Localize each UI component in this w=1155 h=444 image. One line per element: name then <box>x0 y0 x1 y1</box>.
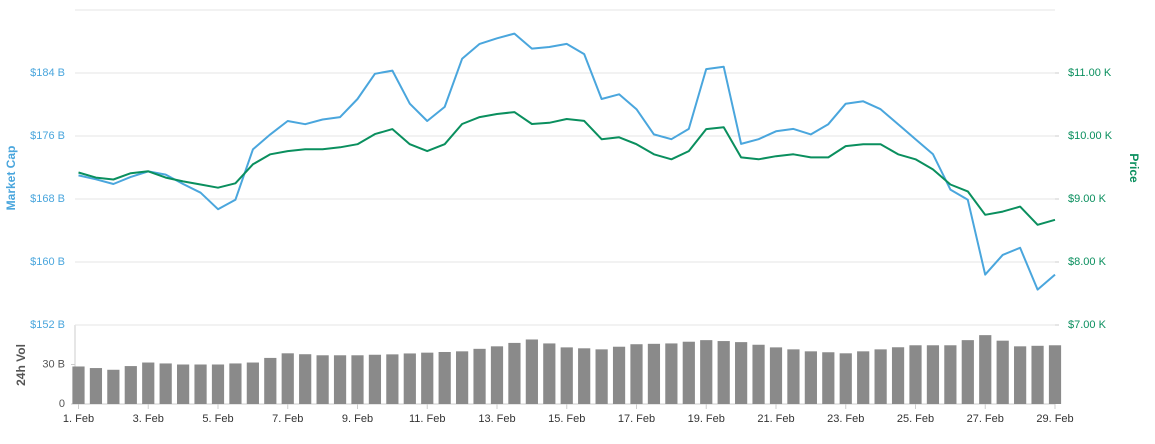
volume-bar <box>194 364 207 404</box>
volume-bar <box>124 366 137 404</box>
volume-bar <box>473 348 486 404</box>
volume-bar <box>333 355 347 404</box>
volume-bar <box>490 346 504 404</box>
volume-bar <box>822 352 835 404</box>
x-tick-label: 15. Feb <box>548 413 585 425</box>
volume-bar <box>107 369 120 404</box>
x-tick-label: 5. Feb <box>202 413 233 425</box>
volume-bar <box>1048 345 1062 404</box>
volume-bar <box>804 351 817 404</box>
volume-bar <box>72 366 85 404</box>
y-tick-label: $184 B <box>30 67 65 79</box>
volume-bar <box>264 357 277 404</box>
volume-bar <box>525 339 538 404</box>
volume-bar <box>961 340 974 404</box>
volume-bar <box>368 354 382 404</box>
volume-bar <box>769 347 783 404</box>
volume-bar <box>246 362 259 404</box>
x-tick-label: 21. Feb <box>757 413 794 425</box>
x-tick-label: 9. Feb <box>342 413 373 425</box>
y-tick-label: $152 B <box>30 319 65 331</box>
x-tick-label: 7. Feb <box>272 413 303 425</box>
volume-bar <box>647 343 661 404</box>
volume-bar <box>1014 346 1027 404</box>
volume-bar <box>874 349 887 404</box>
volume-bar <box>421 352 434 404</box>
volume-bar <box>229 363 242 404</box>
volume-bar <box>456 351 469 404</box>
volume-bar <box>177 364 190 404</box>
y-tick-label: 30 B <box>42 358 65 370</box>
volume-bar <box>351 355 364 404</box>
x-tick-label: 11. Feb <box>409 413 446 425</box>
volume-bar <box>857 351 870 404</box>
volume-bar <box>665 343 678 404</box>
y-tick-label: $176 B <box>30 130 65 142</box>
y2-tick-label: $11.00 K <box>1068 67 1112 79</box>
line-series <box>78 32 1056 291</box>
x-tick-label: 19. Feb <box>688 413 725 425</box>
volume-bar <box>926 345 940 404</box>
y2-tick-label: $7.00 K <box>1068 319 1107 331</box>
volume-bar <box>839 353 852 404</box>
volume-bar <box>403 353 416 404</box>
volume-bar <box>316 355 329 404</box>
y-axis-title: Market Cap <box>4 146 18 211</box>
x-tick-label: 3. Feb <box>133 413 164 425</box>
volume-bar <box>979 335 992 404</box>
volume-bar <box>630 344 643 404</box>
y-tick-label: $168 B <box>30 193 65 205</box>
volume-bar <box>299 354 312 404</box>
volume-bar <box>89 368 103 404</box>
volume-bar <box>752 344 765 404</box>
y-tick-label: $160 B <box>30 256 65 268</box>
volume-bar <box>508 342 521 404</box>
x-tick-label: 25. Feb <box>897 413 934 425</box>
line-series <box>78 111 1056 226</box>
volume-bar <box>700 340 713 404</box>
volume-bar <box>735 342 748 404</box>
volume-bar <box>560 347 573 404</box>
y2-tick-label: $8.00 K <box>1068 256 1107 268</box>
volume-axis-title: 24h Vol <box>14 344 28 386</box>
volume-bar <box>1031 345 1044 404</box>
volume-bar <box>578 348 591 404</box>
volume-bar <box>717 341 730 404</box>
x-tick-label: 29. Feb <box>1036 413 1073 425</box>
volume-bar <box>682 341 695 404</box>
y2-tick-label: $10.00 K <box>1068 130 1113 142</box>
volume-bar <box>944 345 957 404</box>
x-tick-label: 27. Feb <box>967 413 1004 425</box>
volume-bar <box>142 362 155 404</box>
volume-bar <box>909 345 922 404</box>
volume-bar <box>159 363 172 404</box>
volume-bar <box>612 346 626 404</box>
volume-bar <box>438 351 451 404</box>
x-tick-label: 13. Feb <box>478 413 515 425</box>
x-tick-label: 23. Feb <box>827 413 864 425</box>
volume-bar <box>787 349 800 404</box>
volume-bar <box>996 340 1009 404</box>
y-tick-label: 0 <box>59 398 65 410</box>
x-tick-label: 1. Feb <box>63 413 94 425</box>
volume-bar <box>891 347 905 404</box>
volume-bar <box>211 364 225 404</box>
volume-bar <box>281 353 294 404</box>
y2-axis-title: Price <box>1127 153 1141 183</box>
volume-bar <box>386 354 399 404</box>
y2-tick-label: $9.00 K <box>1068 193 1107 205</box>
x-tick-label: 17. Feb <box>618 413 655 425</box>
volume-bar <box>595 349 608 404</box>
volume-bar <box>543 343 556 404</box>
